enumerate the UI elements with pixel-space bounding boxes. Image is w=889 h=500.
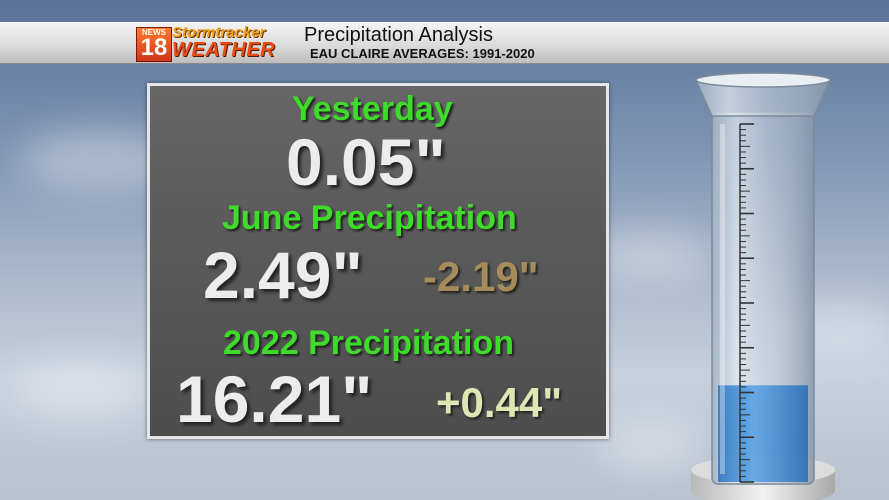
gauge-water	[718, 385, 808, 482]
month-precip-value: 2.49"	[203, 238, 363, 312]
page-title: Precipitation Analysis	[304, 24, 493, 46]
logo-weather-text: WEATHER	[172, 39, 276, 61]
month-precip-label: June Precipitation	[222, 199, 517, 237]
year-precip-value: 16.21"	[176, 362, 373, 436]
cloud	[590, 230, 710, 280]
gauge-highlight	[720, 124, 725, 474]
gauge-scale	[739, 123, 754, 483]
month-precip-departure: -2.19"	[423, 253, 539, 300]
logo-stormtracker-text: Stormtracker	[172, 24, 266, 41]
station-logo: NEWS 18 Stormtracker WEATHER	[136, 24, 298, 62]
gauge-rim	[695, 72, 831, 88]
logo-channel-number: 18	[140, 34, 168, 61]
yesterday-value: 0.05"	[286, 125, 446, 199]
cloud	[10, 360, 150, 420]
logo-news-text: NEWS	[142, 28, 166, 37]
precipitation-panel: Yesterday 0.05" June Precipitation 2.49"…	[147, 83, 609, 439]
year-precip-departure: +0.44"	[436, 379, 563, 426]
header-bar: NEWS 18 Stormtracker WEATHER Precipitati…	[0, 22, 889, 64]
cloud	[600, 420, 700, 470]
yesterday-label: Yesterday	[292, 90, 453, 128]
logo-badge: NEWS 18	[136, 27, 172, 62]
rain-gauge-icon	[691, 72, 835, 500]
year-precip-label: 2022 Precipitation	[223, 324, 515, 362]
page-subtitle: EAU CLAIRE AVERAGES: 1991-2020	[310, 46, 535, 61]
